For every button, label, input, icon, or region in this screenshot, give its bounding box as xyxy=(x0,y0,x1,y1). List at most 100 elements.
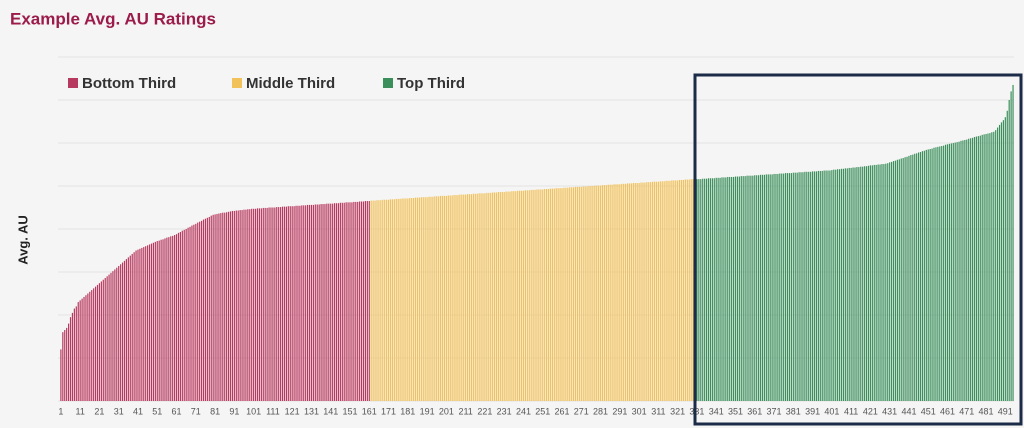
bar xyxy=(274,207,276,401)
bar xyxy=(73,308,75,401)
bar xyxy=(66,327,68,401)
bar xyxy=(862,166,864,401)
bar xyxy=(391,199,394,401)
bar xyxy=(270,207,272,401)
bar xyxy=(453,195,455,401)
bar xyxy=(594,185,596,401)
bar xyxy=(349,202,351,401)
bar xyxy=(885,163,887,401)
bar xyxy=(493,192,496,401)
bar xyxy=(281,206,284,401)
bar xyxy=(85,295,87,401)
bar xyxy=(937,146,939,401)
bar xyxy=(229,211,232,401)
bar xyxy=(382,199,384,401)
bar xyxy=(958,141,960,401)
bar xyxy=(871,165,873,401)
bar xyxy=(813,171,816,401)
bar xyxy=(409,198,411,401)
bar xyxy=(239,210,241,401)
bar xyxy=(704,178,706,401)
bar xyxy=(177,232,180,401)
bar xyxy=(60,349,62,401)
bar xyxy=(380,200,382,401)
bars xyxy=(60,84,1014,402)
bar xyxy=(827,170,829,401)
bar xyxy=(864,166,866,401)
bar xyxy=(212,214,214,401)
bar xyxy=(796,172,798,401)
bar xyxy=(705,178,708,401)
bar xyxy=(998,124,1001,401)
x-tick-label: 491 xyxy=(998,406,1013,416)
bar xyxy=(530,189,532,401)
bar xyxy=(707,178,710,401)
bar xyxy=(94,286,97,401)
bar xyxy=(792,172,794,401)
bar xyxy=(889,162,891,401)
bar xyxy=(734,176,737,401)
x-tick-label: 141 xyxy=(323,406,338,416)
bar xyxy=(231,210,234,401)
bar xyxy=(987,133,989,402)
bar xyxy=(572,187,575,401)
bar xyxy=(436,196,438,401)
bar xyxy=(892,161,895,401)
bar xyxy=(411,198,413,401)
bar xyxy=(817,170,819,401)
bar xyxy=(794,172,796,401)
bar xyxy=(68,323,70,401)
bar xyxy=(678,179,681,401)
bar xyxy=(765,174,767,401)
bar xyxy=(224,212,226,401)
bar xyxy=(630,183,633,401)
x-tick-label: 331 xyxy=(689,406,704,416)
bar xyxy=(968,138,970,401)
bar xyxy=(856,167,858,401)
bar xyxy=(763,174,765,401)
bar xyxy=(596,185,598,401)
bar xyxy=(557,188,559,401)
bar xyxy=(478,193,480,401)
bar xyxy=(657,181,659,401)
bar xyxy=(669,180,671,401)
bar xyxy=(332,203,334,401)
chart-title: Example Avg. AU Ratings xyxy=(10,9,216,28)
bar xyxy=(671,180,673,401)
bar xyxy=(515,191,517,401)
bar xyxy=(428,196,430,401)
legend-label: Bottom Third xyxy=(82,75,176,92)
bar xyxy=(690,179,692,401)
bar xyxy=(632,182,634,401)
bar xyxy=(160,239,162,401)
bar xyxy=(927,149,929,401)
bar xyxy=(650,182,652,401)
bar xyxy=(297,205,299,401)
bar xyxy=(324,204,326,401)
x-tick-label: 281 xyxy=(593,406,608,416)
bar xyxy=(811,171,814,401)
bar xyxy=(125,259,128,401)
x-tick-label: 51 xyxy=(152,406,162,416)
x-tick-label: 451 xyxy=(921,406,936,416)
bar xyxy=(954,142,956,401)
x-tick-label: 31 xyxy=(114,406,124,416)
bar xyxy=(276,207,278,401)
x-tick-label: 461 xyxy=(940,406,955,416)
bar xyxy=(783,173,785,401)
bar xyxy=(384,199,386,401)
bar xyxy=(131,253,133,401)
bar xyxy=(646,182,648,401)
bar xyxy=(278,207,280,401)
bar xyxy=(87,293,89,401)
bar xyxy=(644,182,646,401)
bar xyxy=(123,260,126,401)
bar xyxy=(821,170,823,401)
bar xyxy=(944,144,947,401)
bar xyxy=(441,195,444,401)
bar xyxy=(463,194,465,401)
bar xyxy=(430,196,432,401)
bar xyxy=(946,144,949,402)
bar xyxy=(603,185,606,401)
bar xyxy=(682,179,685,401)
